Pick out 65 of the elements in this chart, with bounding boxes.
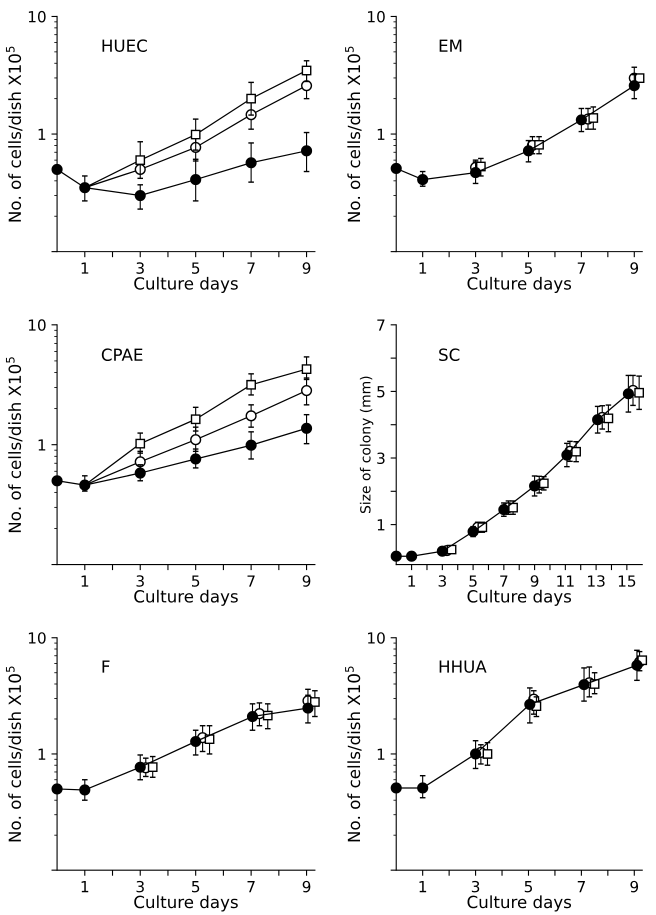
y-tick-label: 1 [378, 748, 384, 760]
x-axis-title: Culture days [134, 590, 238, 606]
y-axis-title: No. of cells/dish X10$^{5}$ [345, 666, 362, 842]
x-tick-label: 7 [248, 262, 255, 274]
y-tick-label: 1 [38, 128, 46, 140]
x-tick-label: 5 [524, 262, 532, 274]
y-tick-label: 5 [377, 386, 384, 398]
x-tick-label: 1 [419, 262, 426, 274]
y-tick-label: 10 [368, 10, 385, 22]
x-axis-title: Culture days [468, 590, 572, 606]
y-tick-label: 1 [38, 748, 46, 760]
text: EM [440, 40, 462, 52]
text: HUEC [102, 39, 147, 52]
x-tick-label: 5 [192, 575, 200, 587]
y-tick-label: 1 [378, 519, 384, 530]
x-tick-label: 9 [530, 575, 538, 587]
x-tick-label: 1 [408, 575, 416, 587]
y-axis-title: No. of cells/dish X10$^{5}$ [345, 46, 362, 222]
x-tick-label: 3 [438, 575, 446, 587]
text: CPAE [102, 348, 142, 362]
x-tick-label: 7 [578, 881, 585, 892]
y-tick-label: 7 [377, 319, 384, 331]
y-axis-title: Size of colony (mm) [360, 376, 374, 514]
x-tick-label: 5 [524, 881, 532, 892]
x-tick-label: 3 [136, 262, 144, 274]
text: HHUA [440, 660, 487, 673]
x-axis-title: Culture days [134, 895, 238, 912]
x-tick-label: 5 [192, 262, 200, 274]
x-tick-label: 7 [248, 881, 255, 892]
x-tick-label: 3 [136, 575, 144, 587]
x-tick-label: 3 [472, 262, 480, 274]
x-tick-label: 7 [500, 575, 508, 587]
y-tick-label: 1 [378, 128, 384, 140]
x-tick-label: 5 [469, 575, 477, 587]
x-tick-label: 9 [630, 262, 638, 274]
x-tick-label: 7 [248, 575, 255, 587]
x-tick-label: 9 [302, 575, 310, 587]
y-axis-title: No. of cells/dish X10$^{5}$ [6, 666, 22, 842]
x-axis-title: Culture days [468, 895, 572, 912]
y-axis-title: No. of cells/dish X10$^{5}$ [6, 46, 22, 222]
y-tick-label: 10 [28, 632, 46, 644]
x-tick-label: 3 [472, 880, 480, 892]
x-tick-label: 13 [588, 575, 605, 587]
x-tick-label: 9 [302, 262, 310, 274]
y-tick-label: 1 [38, 439, 46, 450]
x-tick-label: 15 [618, 575, 636, 587]
x-tick-label: 11 [557, 575, 574, 587]
x-tick-label: 1 [82, 881, 88, 892]
text: F [102, 660, 110, 673]
x-tick-label: 7 [578, 262, 585, 274]
x-axis-title: Culture days [468, 276, 572, 293]
x-tick-label: 9 [302, 880, 310, 892]
x-tick-label: 1 [82, 262, 88, 274]
y-tick-label: 10 [28, 10, 46, 22]
x-axis-title: Culture days [134, 276, 238, 293]
x-tick-label: 9 [630, 880, 638, 892]
y-tick-label: 10 [28, 319, 46, 331]
y-tick-label: 10 [368, 632, 385, 644]
y-axis-title: No. of cells/dish X10$^{5}$ [6, 357, 22, 532]
x-tick-label: 5 [192, 881, 200, 892]
y-tick-label: 3 [377, 452, 385, 464]
text: SC [439, 348, 460, 362]
x-tick-label: 1 [419, 881, 426, 892]
x-tick-label: 1 [82, 575, 88, 587]
x-tick-label: 3 [136, 880, 144, 892]
